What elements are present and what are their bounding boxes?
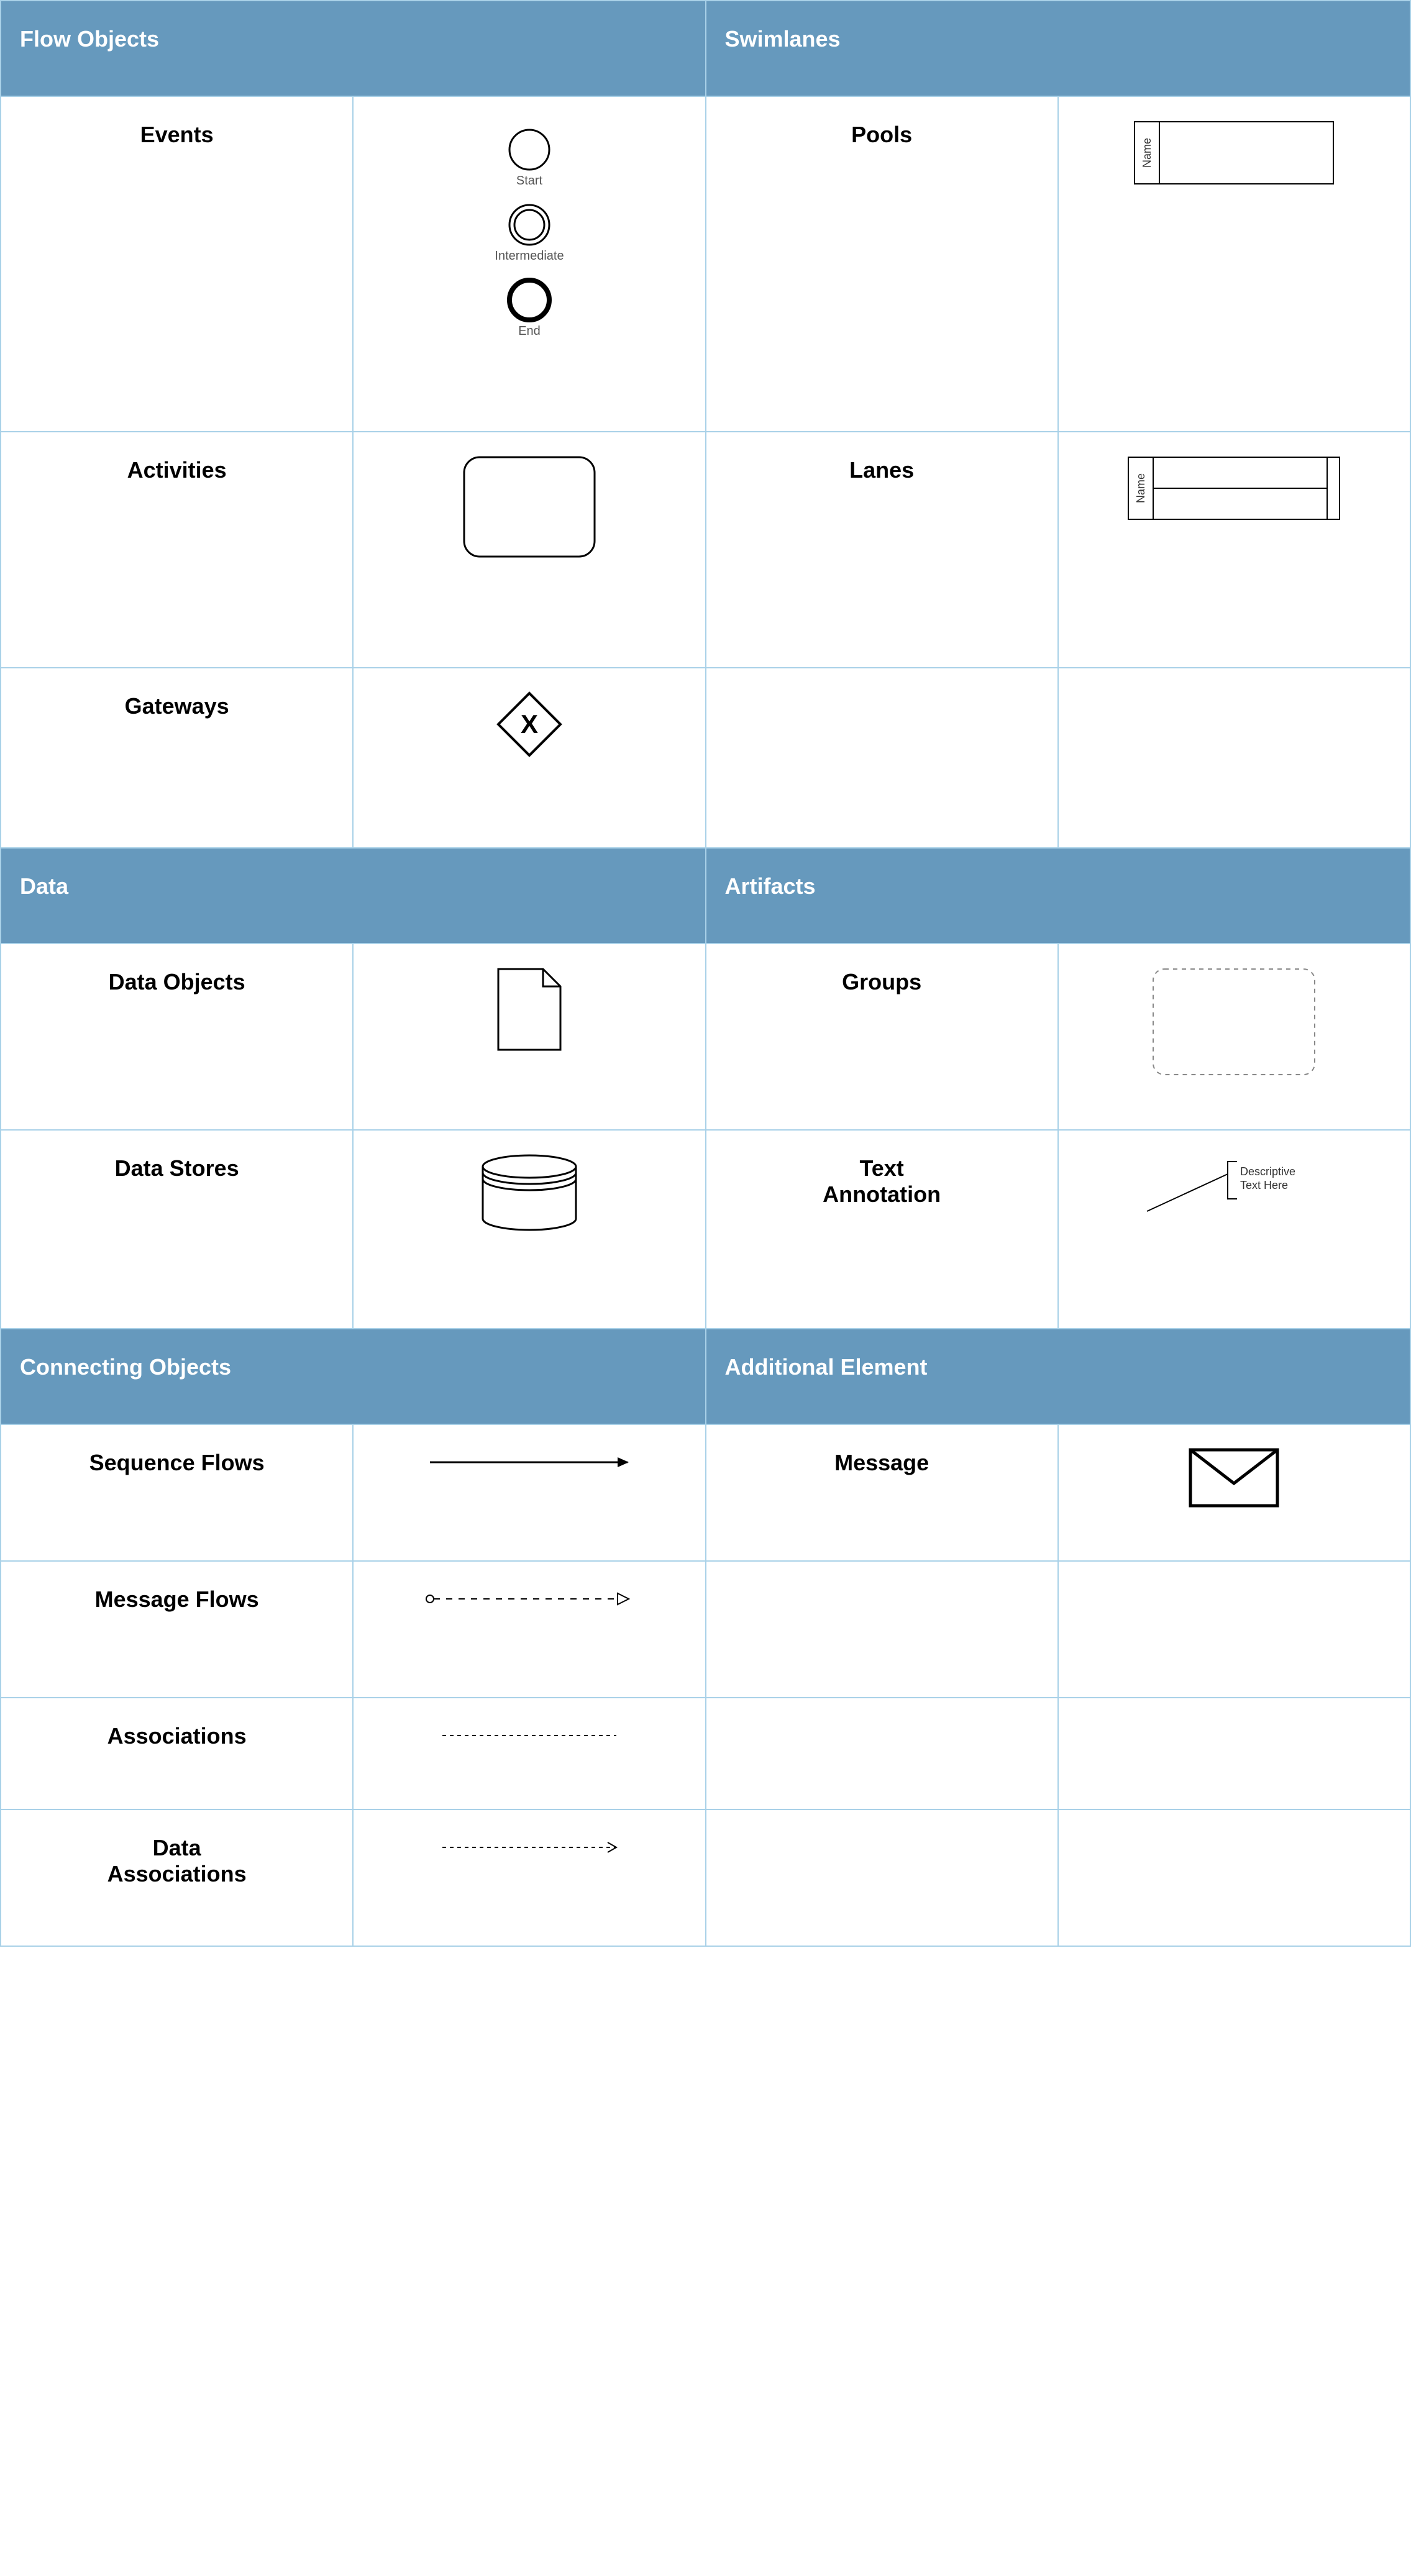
svg-text:Name: Name bbox=[1135, 473, 1147, 503]
section-header-right: Artifacts bbox=[706, 848, 1411, 944]
row-icon-cell bbox=[353, 1698, 705, 1809]
sequence-icon bbox=[418, 1444, 641, 1481]
row-label bbox=[706, 1809, 1058, 1946]
svg-text:Text Here: Text Here bbox=[1240, 1179, 1288, 1191]
section-header-right: Swimlanes bbox=[706, 1, 1411, 96]
row-label: DataAssociations bbox=[1, 1809, 353, 1946]
row-icon-cell: Start Intermediate End bbox=[353, 96, 705, 432]
svg-text:End: End bbox=[518, 324, 541, 338]
text-annotation-icon: Descriptive Text Here bbox=[1135, 1149, 1333, 1224]
row-label: Associations bbox=[1, 1698, 353, 1809]
bpmn-reference-table: Flow Objects Swimlanes Events Start Inte… bbox=[0, 0, 1411, 1947]
row-label: Message bbox=[706, 1424, 1058, 1561]
row-icon-cell bbox=[353, 944, 705, 1130]
row-icon-cell: Descriptive Text Here bbox=[1058, 1130, 1410, 1329]
row-label: Lanes bbox=[706, 432, 1058, 668]
row-icon-cell bbox=[353, 1809, 705, 1946]
association-icon bbox=[430, 1717, 629, 1754]
section-header-left: Flow Objects bbox=[1, 1, 706, 96]
row-icon-cell bbox=[353, 1130, 705, 1329]
svg-text:Descriptive: Descriptive bbox=[1240, 1165, 1295, 1178]
row-label: Data Objects bbox=[1, 944, 353, 1130]
row-label bbox=[706, 1561, 1058, 1698]
group-icon bbox=[1147, 963, 1321, 1081]
row-label: Events bbox=[1, 96, 353, 432]
row-icon-cell bbox=[1058, 668, 1410, 848]
section-header-left: Connecting Objects bbox=[1, 1329, 706, 1424]
data-store-icon bbox=[477, 1149, 582, 1236]
row-icon-cell: Name bbox=[1058, 96, 1410, 432]
row-label: Activities bbox=[1, 432, 353, 668]
row-label bbox=[706, 1698, 1058, 1809]
message-icon bbox=[1184, 1444, 1284, 1512]
messageflow-icon bbox=[418, 1580, 641, 1618]
row-icon-cell bbox=[1058, 1561, 1410, 1698]
section-header-left: Data bbox=[1, 848, 706, 944]
row-icon-cell: X bbox=[353, 668, 705, 848]
svg-text:Start: Start bbox=[516, 174, 543, 188]
row-icon-cell bbox=[353, 432, 705, 668]
activity-icon bbox=[458, 451, 601, 563]
row-icon-cell bbox=[1058, 944, 1410, 1130]
dataassociation-icon bbox=[430, 1829, 629, 1866]
gateway-icon: X bbox=[492, 687, 567, 762]
svg-text:X: X bbox=[521, 709, 538, 739]
row-label: Data Stores bbox=[1, 1130, 353, 1329]
row-label: Gateways bbox=[1, 668, 353, 848]
data-object-icon bbox=[492, 963, 567, 1056]
events-icon: Start Intermediate End bbox=[449, 116, 610, 345]
svg-text:Name: Name bbox=[1141, 138, 1153, 168]
svg-text:Intermediate: Intermediate bbox=[495, 249, 564, 263]
row-label: TextAnnotation bbox=[706, 1130, 1058, 1329]
row-label: Sequence Flows bbox=[1, 1424, 353, 1561]
row-icon-cell bbox=[1058, 1698, 1410, 1809]
row-icon-cell bbox=[1058, 1424, 1410, 1561]
section-header-right: Additional Element bbox=[706, 1329, 1411, 1424]
row-label: Pools bbox=[706, 96, 1058, 432]
lanes-icon: Name bbox=[1122, 451, 1346, 526]
row-icon-cell bbox=[353, 1561, 705, 1698]
row-icon-cell: Name bbox=[1058, 432, 1410, 668]
pool-icon: Name bbox=[1128, 116, 1340, 190]
row-label bbox=[706, 668, 1058, 848]
row-label: Groups bbox=[706, 944, 1058, 1130]
row-label: Message Flows bbox=[1, 1561, 353, 1698]
row-icon-cell bbox=[353, 1424, 705, 1561]
row-icon-cell bbox=[1058, 1809, 1410, 1946]
